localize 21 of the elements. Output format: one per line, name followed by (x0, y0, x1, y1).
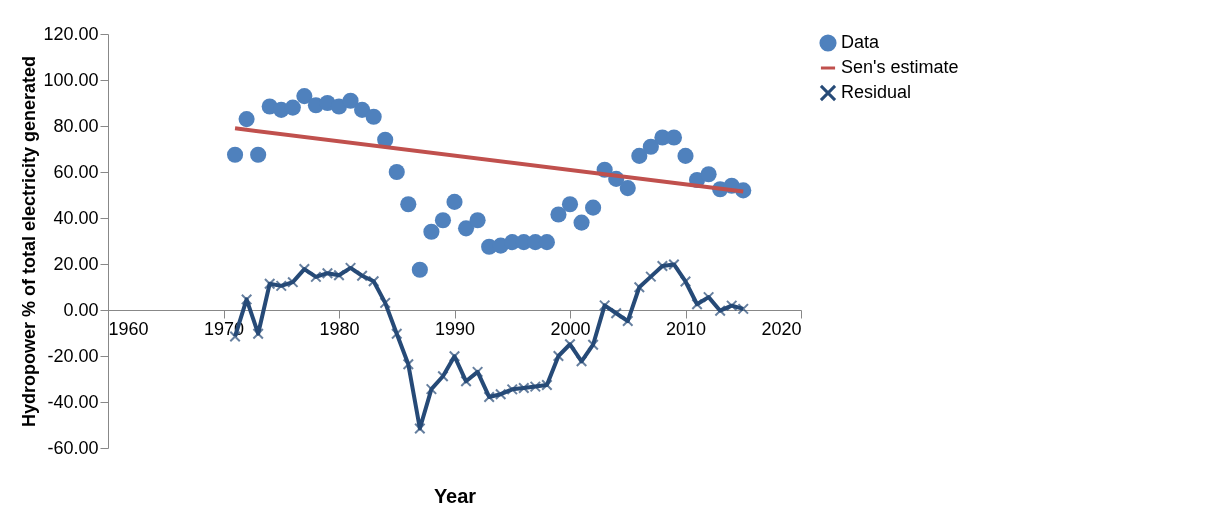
y-tick-label: 120.00 (43, 23, 99, 44)
y-tick-label: 100.00 (43, 69, 99, 90)
x-tick-label: 1980 (319, 318, 360, 339)
y-tick-label: 20.00 (53, 253, 99, 274)
x-tick-label: 2000 (550, 318, 591, 339)
y-tick-label: -20.00 (47, 345, 99, 366)
legend-label: Sen's estimate (841, 57, 959, 77)
x-tick-label: 2020 (761, 318, 802, 339)
legend-label: Residual (841, 82, 912, 102)
x-tick-label: 1990 (434, 318, 476, 339)
y-tick-label: 40.00 (53, 207, 99, 228)
x-axis-title: Year (433, 484, 477, 507)
y-tick-label: -40.00 (47, 391, 99, 412)
y-tick-label: 0.00 (63, 299, 99, 320)
y-tick-label: 60.00 (53, 161, 99, 182)
y-tick-label: 80.00 (53, 115, 99, 136)
y-axis-title: Hydropower % of total electricity generated (19, 55, 40, 428)
x-tick-label: 1960 (108, 318, 149, 339)
y-tick-label: -60.00 (47, 437, 99, 458)
x-tick-label: 2010 (665, 318, 707, 339)
legend-label: Data (841, 32, 881, 52)
